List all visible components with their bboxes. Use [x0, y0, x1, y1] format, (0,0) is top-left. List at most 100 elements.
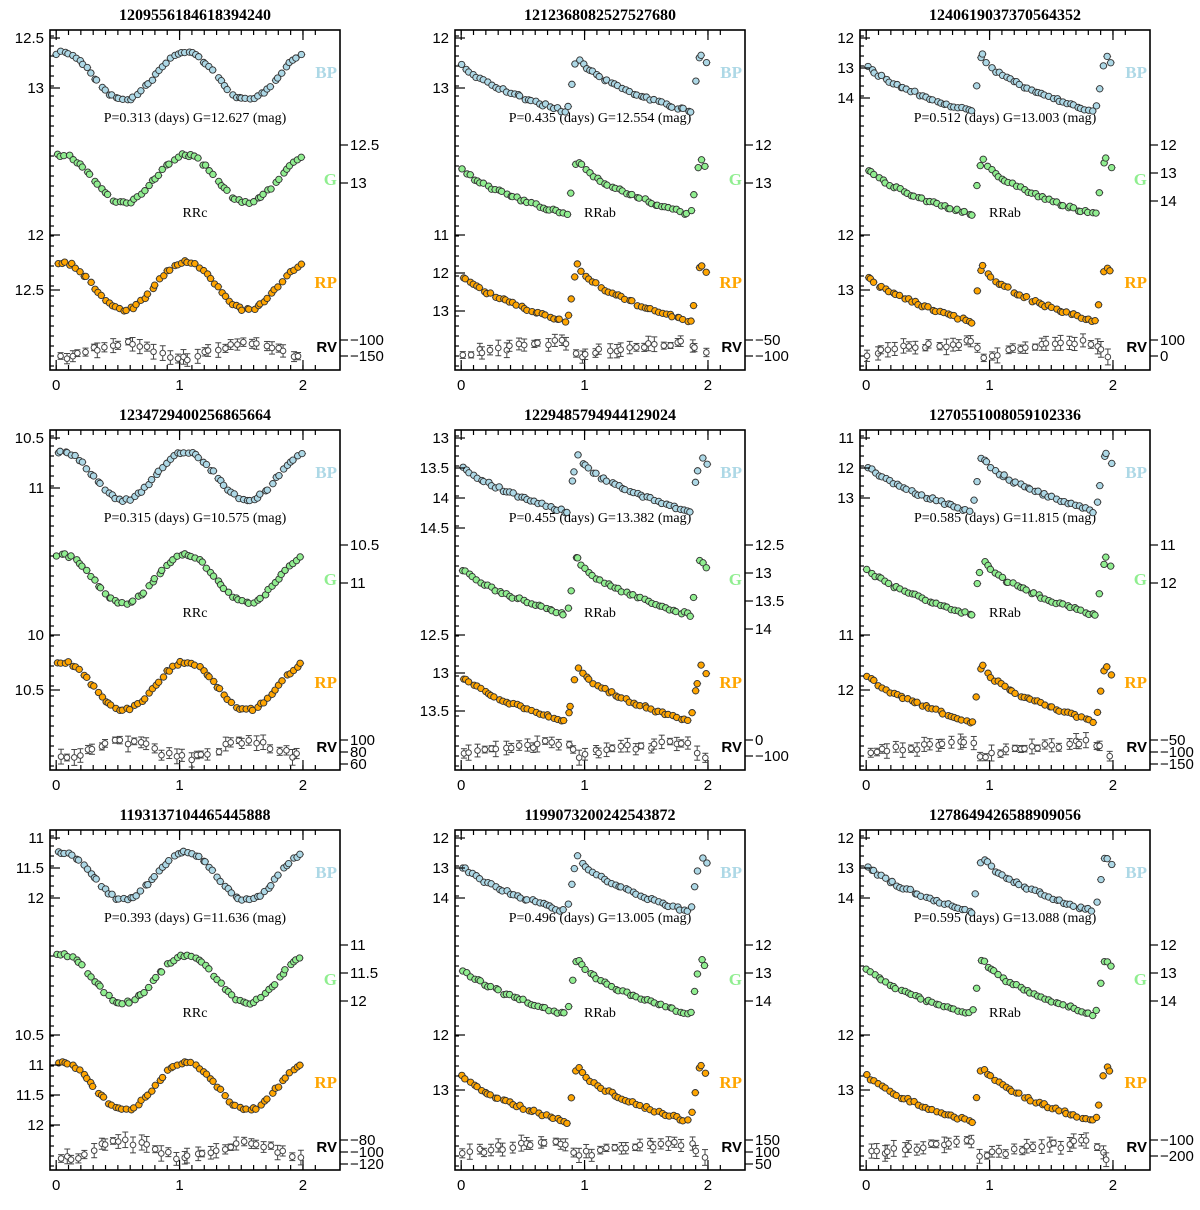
rp-point: [564, 311, 573, 319]
rv-point: [1022, 344, 1029, 351]
rp-point: [577, 267, 585, 275]
g-point: [158, 566, 166, 575]
g-point: [577, 160, 586, 168]
y-tick-label-right: 13.5: [755, 593, 784, 610]
rv-point: [188, 756, 195, 764]
bp-point: [195, 53, 203, 61]
bp-band-label: BP: [720, 63, 742, 82]
rp-point: [668, 313, 676, 321]
rp-point: [214, 283, 222, 291]
x-tick-label: 0: [52, 1177, 60, 1194]
rv-point: [267, 1142, 275, 1149]
rv-point: [581, 350, 589, 358]
rp-band-label: RP: [314, 273, 337, 292]
panel-title: 1199073200242543872: [524, 807, 675, 824]
rp-point: [512, 301, 520, 309]
rp-point: [259, 699, 268, 707]
y-tick-label-right: 0: [755, 732, 763, 749]
rv-point: [581, 750, 589, 758]
g-point: [960, 207, 968, 216]
bp-point: [911, 87, 919, 95]
rp-point: [565, 709, 573, 717]
g-point: [296, 553, 304, 561]
bp-point: [564, 102, 572, 111]
g-point: [569, 976, 577, 984]
y-tick-label-left: 13: [837, 60, 854, 77]
rp-point: [697, 661, 705, 669]
rv-point: [158, 751, 165, 759]
g-point: [884, 579, 893, 588]
bp-point: [230, 490, 238, 498]
rv-point: [1002, 746, 1010, 753]
rv-point: [253, 340, 260, 347]
rv-point: [240, 1138, 248, 1145]
rv-point: [297, 1154, 305, 1161]
class-label: RRab: [584, 606, 616, 621]
y-tick-label-left: 12: [837, 682, 854, 699]
bp-point: [967, 107, 976, 115]
x-tick-label: 0: [457, 377, 465, 394]
y-tick-label-right: 12: [350, 993, 367, 1010]
bp-point: [82, 465, 91, 473]
plot-frame: [49, 29, 341, 371]
rp-point: [1097, 687, 1105, 695]
x-tick-label: 2: [299, 777, 307, 794]
y-tick-label-left: 11: [838, 627, 854, 644]
rv-point: [121, 1136, 129, 1144]
g-point: [497, 187, 506, 195]
rv-point: [227, 739, 235, 746]
rp-point: [221, 1092, 229, 1100]
rv-point: [884, 346, 892, 354]
g-point: [1108, 163, 1116, 172]
rp-point: [158, 1073, 167, 1082]
bp-point: [982, 59, 990, 67]
y-tick-label-left: 12: [27, 227, 44, 244]
bp-point: [208, 866, 216, 874]
g-point: [205, 965, 213, 973]
rp-point: [567, 295, 575, 303]
rp-point: [490, 693, 498, 701]
rv-point: [507, 744, 515, 752]
y-tick-label-right: −120: [350, 1156, 384, 1173]
y-tick-label-right: 12: [1160, 137, 1177, 154]
bp-point: [275, 472, 283, 480]
y-tick-label-right: 12: [1160, 575, 1177, 592]
bp-point: [74, 856, 83, 864]
rv-point: [143, 343, 151, 350]
rp-point: [986, 273, 995, 281]
g-point: [85, 170, 94, 178]
g-point: [52, 552, 61, 560]
g-point: [973, 579, 981, 588]
bp-point: [101, 86, 109, 94]
g-point: [559, 611, 567, 619]
rv-point: [494, 344, 502, 352]
g-point: [96, 982, 104, 990]
rp-point: [160, 272, 168, 280]
rp-point: [64, 658, 72, 666]
rv-point: [891, 345, 899, 353]
rp-point: [968, 718, 977, 726]
g-point: [270, 981, 279, 989]
g-point: [565, 1002, 573, 1011]
bp-point: [1089, 508, 1097, 517]
bp-point: [137, 87, 145, 95]
rp-point: [689, 301, 698, 310]
rp-point: [573, 260, 582, 268]
bp-point: [126, 496, 134, 504]
rp-point: [570, 676, 579, 684]
rp-point: [684, 716, 692, 725]
rv-point: [626, 344, 633, 351]
rv-point: [960, 738, 968, 746]
bp-point: [973, 477, 981, 486]
x-tick-label: 0: [862, 777, 870, 794]
rp-point: [237, 306, 246, 314]
g-point: [202, 564, 210, 572]
rv-point: [478, 349, 486, 357]
bp-point: [970, 496, 978, 504]
rv-point: [1051, 340, 1059, 348]
rv-point: [88, 745, 96, 753]
rv-point: [603, 746, 610, 754]
bp-band-label: BP: [315, 463, 337, 482]
class-label: RRc: [183, 1006, 208, 1021]
bp-band-label: BP: [1125, 63, 1147, 82]
